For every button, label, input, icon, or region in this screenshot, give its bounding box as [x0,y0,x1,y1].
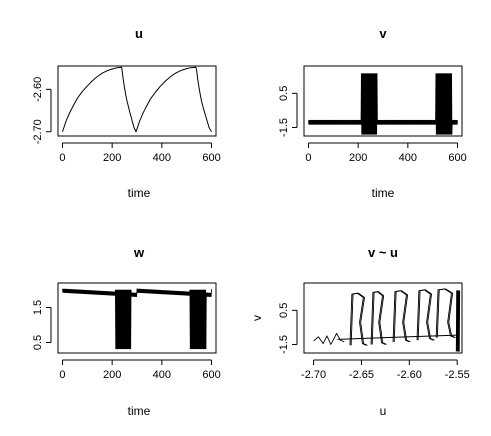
panel-u: u 0 200 400 600 -2.70 -2.60 time [32,26,221,200]
y-tick-label: -2.60 [32,77,44,102]
phase-loop [350,292,368,346]
y-tick-label: -1.5 [278,118,290,137]
panel-u-x-axis: 0 200 400 600 [59,142,221,164]
x-tick-label: -2.70 [301,369,326,381]
y-tick-label: 0.5 [278,86,290,101]
panel-vu-x-axis: -2.70 -2.65 -2.60 -2.55 [301,359,470,381]
panel-w-title: w [133,245,145,260]
phase-spike [455,290,461,352]
panel-vu-plot-area [313,288,461,352]
panel-w-frame [57,282,217,354]
x-tick-label: 0 [305,152,311,164]
phase-loop [416,289,434,341]
x-tick-label: 600 [448,152,466,164]
panel-vu-title: v ~ u [368,245,398,260]
phase-loop [349,292,367,346]
y-tick-label: 0.5 [32,335,44,350]
panel-v-y-axis: -1.5 0.5 [278,86,298,137]
x-tick-label: 0 [59,152,65,164]
panel-v-x-axis: 0 200 400 600 [305,142,467,164]
panel-vu-frame [303,282,463,354]
x-tick-label: 200 [103,152,121,164]
panel-v-x-label: time [372,186,395,200]
phase-loop [436,288,456,339]
series-v-line [308,73,458,135]
y-tick-label: -2.70 [32,119,44,144]
x-tick-label: -2.55 [445,369,470,381]
phase-loop [392,290,410,343]
x-tick-label: 600 [202,152,220,164]
x-tick-label: 400 [399,152,417,164]
x-tick-label: -2.60 [397,369,422,381]
phase-loop [435,288,455,339]
panel-u-y-axis: -2.70 -2.60 [32,77,52,144]
series-u-line [61,66,212,133]
panel-vu-x-label: u [380,404,387,418]
y-tick-label: -1.5 [278,335,290,354]
panel-u-plot-area [61,66,212,133]
panel-u-title: u [135,26,143,41]
y-tick-label: 0.5 [278,303,290,318]
panel-v-title: v [379,26,387,41]
panel-vu-y-label: v [250,315,264,321]
phase-tail [313,332,345,345]
phase-baseline [337,334,458,340]
panel-v-frame [303,65,463,137]
panel-w-plot-area [62,288,212,350]
y-tick-label: 1.5 [32,300,44,315]
panel-u-x-label: time [128,186,151,200]
phase-loop [417,289,435,341]
x-tick-label: 400 [153,369,171,381]
phase-loop [370,291,386,345]
panel-vu-y-axis: -1.5 0.5 [278,303,298,354]
x-tick-label: -2.65 [349,369,374,381]
x-tick-label: 200 [349,152,367,164]
x-tick-label: 400 [153,152,171,164]
phase-loop [371,291,387,345]
panel-v: v 0 200 400 600 -1.5 0.5 time [278,26,467,200]
panel-w-y-axis: 0.5 1.5 [32,300,52,350]
series-w-line [62,288,212,350]
x-tick-label: 0 [59,369,65,381]
panel-vu: v ~ u -2.70 -2.65 -2.60 -2.55 -1.5 0.5 u v [250,245,470,418]
phase-loop [393,290,411,343]
panel-v-plot-area [308,73,458,135]
panel-w-x-label: time [128,404,151,418]
x-tick-label: 600 [202,369,220,381]
panel-w: w 0 200 400 600 0.5 1.5 time [32,245,221,418]
panel-u-frame [57,65,217,137]
panel-w-x-axis: 0 200 400 600 [59,359,221,381]
x-tick-label: 200 [103,369,121,381]
